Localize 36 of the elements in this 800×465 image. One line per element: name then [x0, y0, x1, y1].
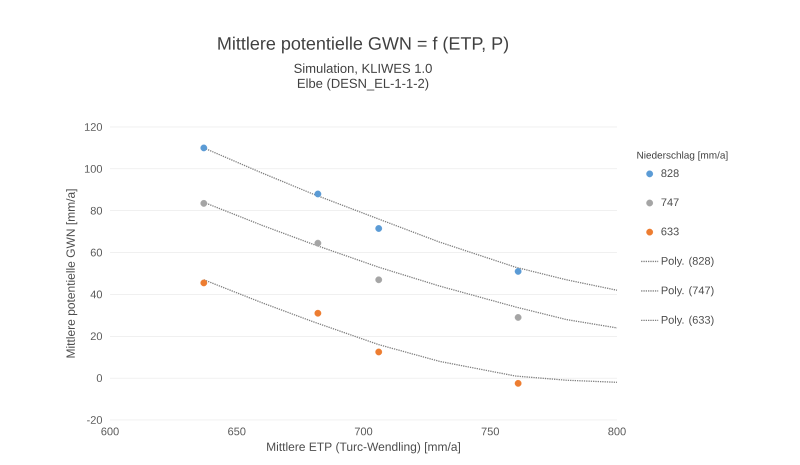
y-tick-label: 60 — [90, 248, 102, 256]
y-tick-label: 0 — [96, 374, 102, 382]
point — [314, 190, 322, 198]
point — [375, 225, 382, 232]
legend-label: 633 — [661, 228, 679, 236]
point — [375, 348, 382, 356]
x-tick-label: 800 — [608, 428, 626, 436]
point — [375, 276, 382, 284]
legend-title: Niederschlag [mm/a] — [637, 151, 728, 161]
y-tick-label: 20 — [90, 332, 102, 340]
x-axis-title: Mittlere ETP (Turc-Wendling) [mm/a] — [267, 442, 460, 454]
chart-subtitle: Simulation, KLIWES 1.0 Elbe (DESN_EL-1-1-2) — [294, 63, 432, 91]
point — [514, 314, 522, 321]
y-tick-label: 40 — [90, 290, 102, 298]
legend-label: Poly. (633) — [662, 316, 714, 326]
x-tick-label: 600 — [101, 428, 119, 436]
x-tick-label: 750 — [482, 428, 499, 436]
y-tick-label: 100 — [84, 164, 102, 173]
legend-label: 828 — [661, 169, 679, 178]
y-tick-label: -20 — [87, 416, 102, 424]
y-axis-title: Mittlere potentielle GWN [mm/a] — [66, 189, 78, 358]
point — [514, 380, 522, 387]
point — [514, 268, 522, 275]
legend-label: Poly. (747) — [662, 286, 714, 296]
point — [200, 144, 208, 152]
legend-label: 747 — [661, 198, 679, 206]
x-tick-label: 650 — [228, 428, 246, 436]
y-tick-label: 120 — [84, 123, 102, 131]
point — [200, 280, 208, 286]
point — [314, 240, 322, 247]
point — [200, 200, 208, 207]
chart-title: Mittlere potentielle GWN = f (ETP, P) — [218, 36, 508, 54]
x-tick-label: 700 — [354, 428, 372, 436]
point — [314, 310, 322, 317]
y-tick-label: 80 — [90, 206, 102, 215]
legend-label: Poly. (828) — [662, 256, 714, 267]
